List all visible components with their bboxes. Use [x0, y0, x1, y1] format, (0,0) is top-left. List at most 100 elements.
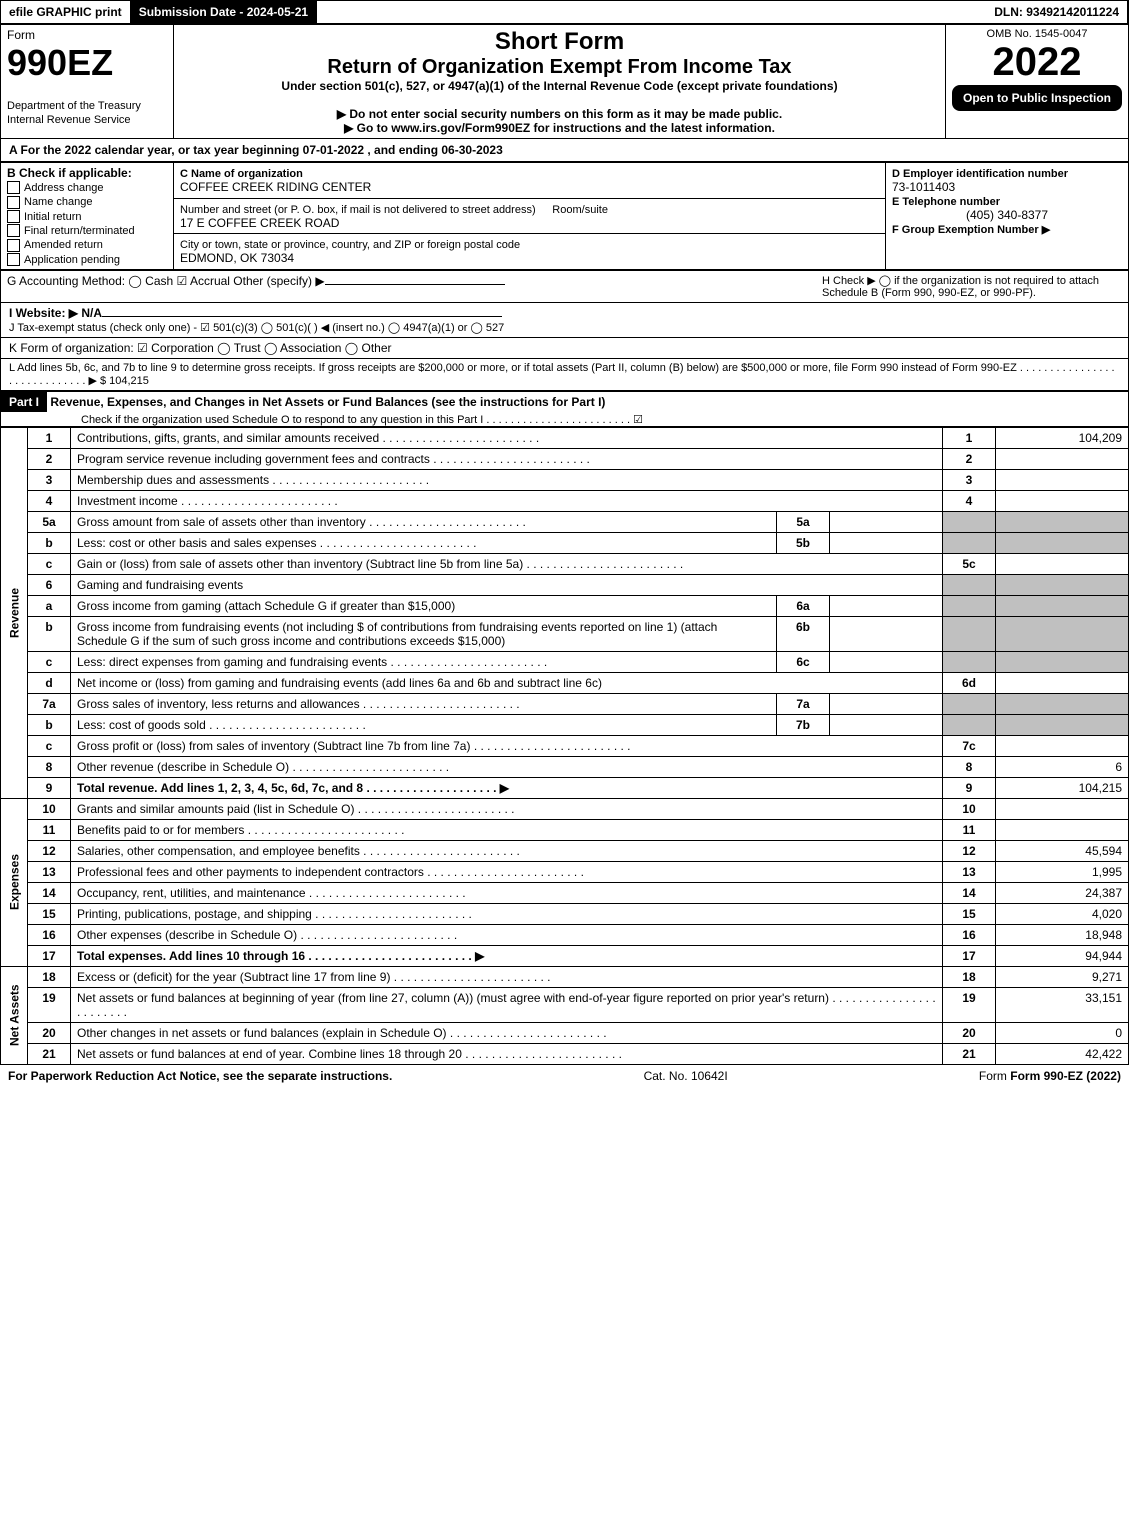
row-10-desc: Grants and similar amounts paid (list in…	[71, 798, 943, 819]
section-revenue: Revenue	[1, 427, 28, 798]
row-8-desc: Other revenue (describe in Schedule O)	[71, 756, 943, 777]
row-20-desc: Other changes in net assets or fund bala…	[71, 1022, 943, 1043]
row-6-num: 6	[28, 574, 71, 595]
row-5b-num: b	[28, 532, 71, 553]
row-5b-sub: 5b	[777, 532, 830, 553]
row-14-desc: Occupancy, rent, utilities, and maintena…	[71, 882, 943, 903]
B-item-2: Initial return	[24, 211, 81, 223]
row-19-line: 19	[943, 987, 996, 1022]
entity-block: B Check if applicable: Address change Na…	[0, 162, 1129, 270]
row-13-desc: Professional fees and other payments to …	[71, 861, 943, 882]
row-9-desc: Total revenue. Add lines 1, 2, 3, 4, 5c,…	[71, 777, 943, 798]
line-J: J Tax-exempt status (check only one) - ☑…	[9, 322, 504, 334]
line-K: K Form of organization: ☑ Corporation ◯ …	[0, 338, 1129, 359]
footer-mid: Cat. No. 10642I	[644, 1069, 728, 1083]
row-9-num: 9	[28, 777, 71, 798]
row-18-val: 9,271	[996, 966, 1129, 987]
lines-table: Revenue 1 Contributions, gifts, grants, …	[0, 427, 1129, 1065]
row-13-val: 1,995	[996, 861, 1129, 882]
under-section: Under section 501(c), 527, or 4947(a)(1)…	[180, 79, 939, 93]
ein: 73-1011403	[892, 180, 955, 194]
line-I: I Website: ▶ N/A	[9, 306, 102, 320]
title-short-form: Short Form	[180, 28, 939, 56]
row-19-desc: Net assets or fund balances at beginning…	[71, 987, 943, 1022]
row-3-desc: Membership dues and assessments	[71, 469, 943, 490]
row-8-num: 8	[28, 756, 71, 777]
submission-date: Submission Date - 2024-05-21	[131, 1, 317, 23]
row-11-num: 11	[28, 819, 71, 840]
row-5c-line: 5c	[943, 553, 996, 574]
row-12-val: 45,594	[996, 840, 1129, 861]
checkbox-amended[interactable]	[7, 239, 20, 252]
row-6b-desc: Gross income from fundraising events (no…	[71, 616, 777, 651]
row-6a-sub: 6a	[777, 595, 830, 616]
row-6a-desc: Gross income from gaming (attach Schedul…	[71, 595, 777, 616]
row-4-val	[996, 490, 1129, 511]
row-5a-sub: 5a	[777, 511, 830, 532]
row-13-num: 13	[28, 861, 71, 882]
street: 17 E COFFEE CREEK ROAD	[180, 216, 339, 230]
row-16-num: 16	[28, 924, 71, 945]
row-7a-desc: Gross sales of inventory, less returns a…	[71, 693, 777, 714]
row-3-line: 3	[943, 469, 996, 490]
row-20-line: 20	[943, 1022, 996, 1043]
row-13-line: 13	[943, 861, 996, 882]
form-number: 990EZ	[7, 42, 113, 83]
dept: Department of the Treasury Internal Reve…	[7, 100, 141, 126]
row-16-desc: Other expenses (describe in Schedule O)	[71, 924, 943, 945]
room-label: Room/suite	[552, 204, 608, 216]
part-I-header: Part I Revenue, Expenses, and Changes in…	[0, 391, 1129, 427]
row-6c-sub: 6c	[777, 651, 830, 672]
row-21-num: 21	[28, 1043, 71, 1064]
row-6d-desc: Net income or (loss) from gaming and fun…	[71, 672, 943, 693]
row-21-line: 21	[943, 1043, 996, 1064]
row-17-desc: Total expenses. Add lines 10 through 16 …	[71, 945, 943, 966]
row-6a-num: a	[28, 595, 71, 616]
row-18-desc: Excess or (deficit) for the year (Subtra…	[71, 966, 943, 987]
part-I-label: Part I	[1, 392, 47, 412]
row-6c-num: c	[28, 651, 71, 672]
row-11-desc: Benefits paid to or for members	[71, 819, 943, 840]
row-18-line: 18	[943, 966, 996, 987]
row-15-line: 15	[943, 903, 996, 924]
goto-link[interactable]: ▶ Go to www.irs.gov/Form990EZ for instru…	[180, 121, 939, 135]
org-name: COFFEE CREEK RIDING CENTER	[180, 180, 371, 194]
E-label: E Telephone number	[892, 196, 1000, 208]
checkbox-initial-return[interactable]	[7, 210, 20, 223]
row-2-val	[996, 448, 1129, 469]
open-to-public: Open to Public Inspection	[952, 85, 1122, 111]
row-7a-num: 7a	[28, 693, 71, 714]
do-not-disclose: ▶ Do not enter social security numbers o…	[180, 107, 939, 121]
row-6b-num: b	[28, 616, 71, 651]
row-2-desc: Program service revenue including govern…	[71, 448, 943, 469]
row-9-val: 104,215	[996, 777, 1129, 798]
line-A: A For the 2022 calendar year, or tax yea…	[0, 139, 1129, 162]
row-8-val: 6	[996, 756, 1129, 777]
B-item-4: Amended return	[24, 239, 103, 251]
row-12-num: 12	[28, 840, 71, 861]
tax-year: 2022	[952, 40, 1122, 85]
row-1-num: 1	[28, 427, 71, 448]
row-21-desc: Net assets or fund balances at end of ye…	[71, 1043, 943, 1064]
checkbox-final-return[interactable]	[7, 224, 20, 237]
row-8-line: 8	[943, 756, 996, 777]
row-6d-line: 6d	[943, 672, 996, 693]
row-4-num: 4	[28, 490, 71, 511]
gh-block: G Accounting Method: ◯ Cash ☑ Accrual Ot…	[0, 270, 1129, 303]
B-item-1: Name change	[24, 196, 93, 208]
B-item-5: Application pending	[24, 254, 120, 266]
section-netassets: Net Assets	[1, 966, 28, 1064]
checkbox-name-change[interactable]	[7, 196, 20, 209]
part-I-title: Revenue, Expenses, and Changes in Net As…	[50, 395, 605, 409]
footer-left: For Paperwork Reduction Act Notice, see …	[8, 1069, 392, 1083]
row-4-desc: Investment income	[71, 490, 943, 511]
row-1-val: 104,209	[996, 427, 1129, 448]
row-19-num: 19	[28, 987, 71, 1022]
checkbox-address-change[interactable]	[7, 181, 20, 194]
row-7c-desc: Gross profit or (loss) from sales of inv…	[71, 735, 943, 756]
checkbox-app-pending[interactable]	[7, 253, 20, 266]
row-10-line: 10	[943, 798, 996, 819]
city: EDMOND, OK 73034	[180, 251, 294, 265]
row-7c-val	[996, 735, 1129, 756]
row-19-val: 33,151	[996, 987, 1129, 1022]
